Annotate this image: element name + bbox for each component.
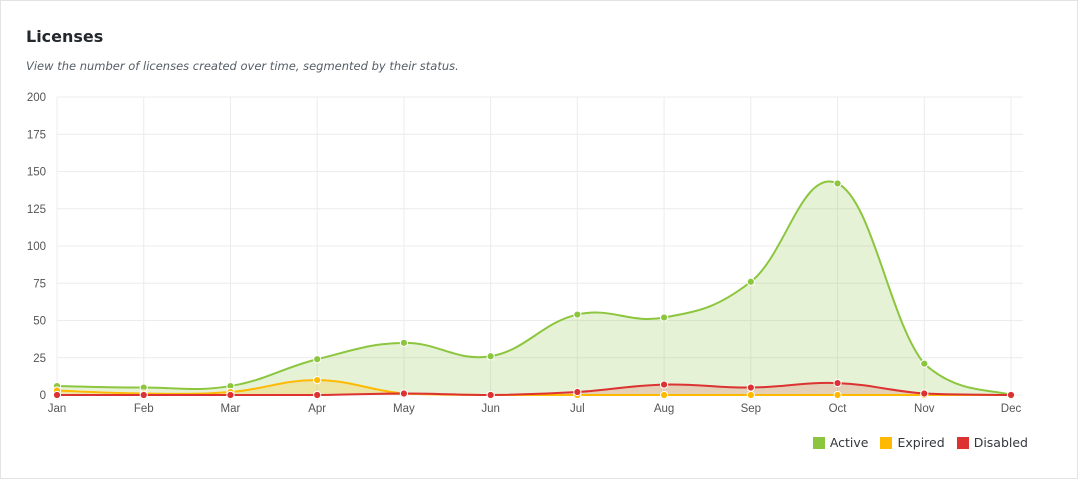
y-tick-label: 75 [33, 278, 46, 290]
x-tick-label: Mar [221, 403, 241, 415]
legend-item-expired[interactable]: Expired [880, 435, 945, 450]
data-point-disabled [659, 380, 669, 389]
x-tick-label: Feb [134, 403, 154, 415]
data-point-disabled [52, 390, 62, 400]
x-tick-label: Jan [48, 403, 67, 415]
x-tick-label: Jun [481, 403, 500, 415]
data-point-active [313, 355, 322, 364]
legend-item-disabled[interactable]: Disabled [956, 435, 1028, 450]
y-tick-label: 175 [27, 129, 46, 141]
data-point-active [920, 359, 929, 368]
data-point-expired [313, 376, 322, 385]
data-point-expired [746, 390, 755, 400]
x-tick-label: Nov [914, 403, 935, 415]
y-tick-label: 100 [27, 241, 46, 253]
data-point-disabled [920, 389, 929, 398]
chart-legend: Active Expired Disabled [812, 435, 1028, 450]
y-tick-label: 25 [33, 353, 46, 365]
data-point-disabled [573, 387, 582, 397]
legend-swatch [880, 436, 893, 449]
data-point-active [833, 179, 842, 188]
data-point-disabled [486, 390, 495, 400]
data-point-expired [659, 390, 669, 400]
y-tick-label: 150 [27, 167, 46, 179]
x-tick-label: Oct [829, 403, 848, 415]
y-tick-label: 200 [27, 92, 46, 104]
data-point-active [746, 277, 755, 286]
data-point-disabled [746, 383, 755, 392]
data-point-active [573, 310, 582, 319]
data-point-expired [833, 390, 842, 400]
series-area-active [57, 181, 1011, 395]
y-tick-label: 125 [27, 204, 46, 216]
x-tick-label: May [393, 403, 415, 415]
legend-label: Active [829, 435, 869, 450]
legend-swatch [812, 436, 825, 449]
data-point-disabled [399, 389, 409, 398]
data-point-disabled [1006, 390, 1016, 400]
data-point-active [659, 313, 669, 322]
y-tick-label: 0 [40, 390, 46, 402]
data-point-active [486, 352, 495, 361]
x-tick-label: Apr [308, 403, 326, 415]
panel-title: Licenses [26, 27, 104, 46]
panel-subtitle: View the number of licenses created over… [26, 59, 459, 73]
x-tick-label: Aug [654, 403, 674, 415]
legend-label: Expired [897, 435, 945, 450]
data-point-disabled [226, 390, 235, 400]
legend-label: Disabled [973, 435, 1028, 450]
legend-swatch [956, 436, 969, 449]
y-tick-label: 50 [33, 316, 46, 328]
series-area-expired [57, 380, 1011, 395]
legend-item-active[interactable]: Active [812, 435, 869, 450]
series-area-disabled [57, 382, 1011, 395]
series-line-disabled [56, 381, 1012, 397]
data-point-disabled [833, 378, 842, 388]
data-point-disabled [313, 390, 322, 400]
data-point-active [399, 338, 409, 347]
x-tick-label: Dec [1001, 403, 1022, 415]
x-tick-label: Sep [741, 403, 761, 415]
x-tick-label: Jul [570, 403, 585, 415]
data-point-disabled [139, 390, 148, 400]
